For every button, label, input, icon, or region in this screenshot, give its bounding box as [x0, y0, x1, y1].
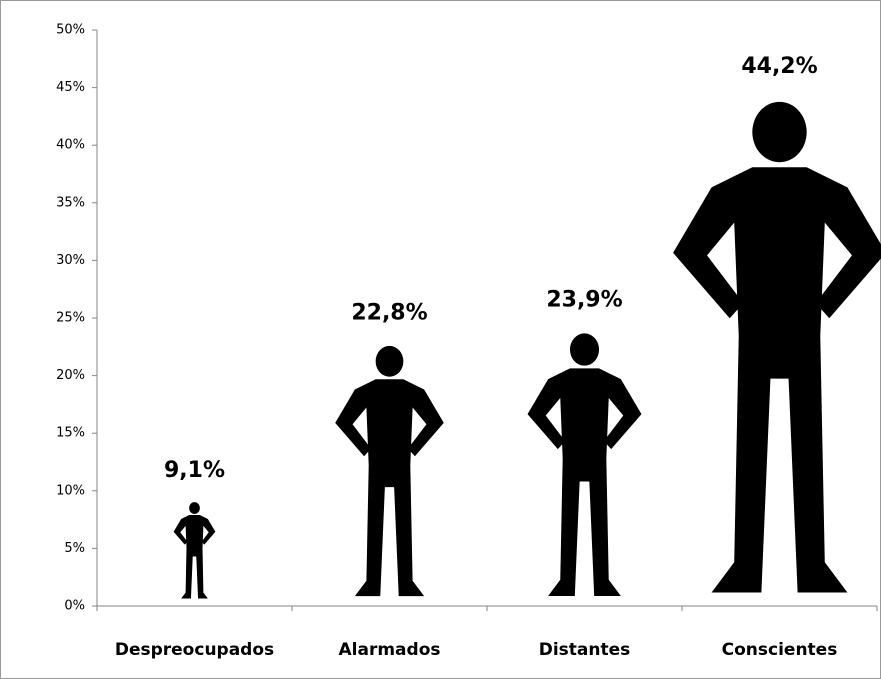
x-tick-label: Alarmados: [339, 640, 441, 660]
value-label: 23,9%: [546, 288, 622, 313]
person-figure: [527, 333, 642, 596]
x-tick-label: Conscientes: [722, 640, 838, 660]
y-tick-label: 15%: [56, 426, 85, 441]
value-label: 9,1%: [164, 458, 225, 483]
y-tick-label: 30%: [56, 253, 85, 268]
y-tick-label: 0%: [64, 599, 85, 614]
y-tick-label: 50%: [56, 23, 85, 38]
x-tick-label: Distantes: [539, 640, 631, 660]
value-label: 22,8%: [351, 300, 427, 325]
person-figure: [335, 345, 444, 597]
person-figure: [173, 502, 216, 599]
person-figure: [673, 101, 881, 593]
y-tick-label: 45%: [56, 80, 85, 95]
y-tick-label: 40%: [56, 138, 85, 153]
y-tick-label: 5%: [64, 541, 85, 556]
y-tick-label: 10%: [56, 483, 85, 498]
y-tick-label: 35%: [56, 195, 85, 210]
y-tick-label: 25%: [56, 311, 85, 326]
x-tick-label: Despreocupados: [115, 640, 274, 660]
value-label: 44,2%: [741, 54, 817, 79]
y-tick-label: 20%: [56, 368, 85, 383]
